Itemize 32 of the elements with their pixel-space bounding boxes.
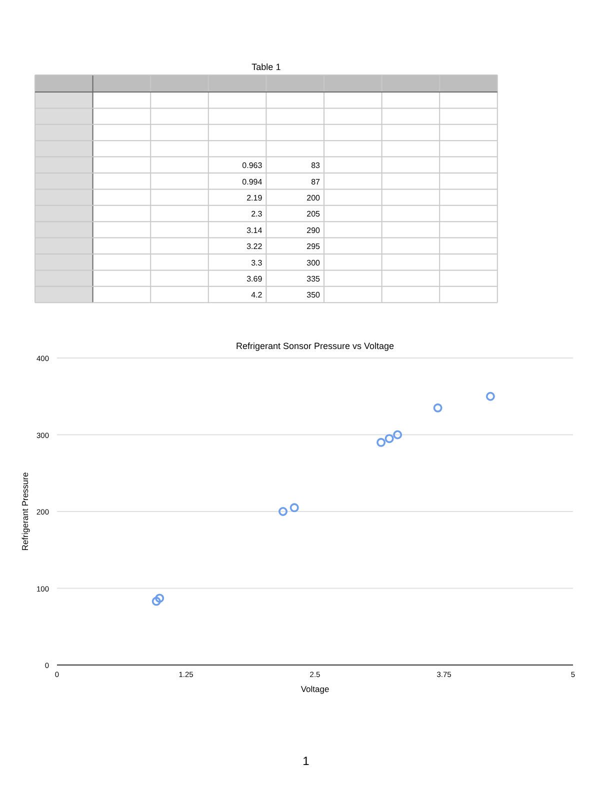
x-axis-title: Voltage — [300, 684, 330, 694]
y-axis-title: Refrigerant Pressure — [20, 472, 30, 551]
point — [278, 507, 288, 516]
text: 350 — [306, 290, 321, 300]
text: 205 — [306, 210, 321, 219]
text: 290 — [306, 226, 321, 235]
text: 3.3 — [251, 258, 263, 268]
text: 3.22 — [246, 242, 263, 252]
point — [376, 438, 386, 447]
text: 3.14 — [246, 226, 263, 235]
text: 83 — [311, 161, 321, 170]
chart-title: Refrigerant Sonsor Pressure vs Voltage — [236, 341, 394, 351]
text: 87 — [311, 177, 321, 186]
point — [290, 503, 299, 512]
text: 1 — [302, 754, 310, 768]
point — [384, 434, 394, 444]
point — [486, 392, 495, 401]
point — [152, 596, 161, 606]
point — [393, 430, 402, 440]
text: 4.2 — [251, 290, 263, 300]
text: Table 1 — [252, 62, 281, 72]
point — [155, 594, 164, 603]
text: 200 — [306, 194, 321, 203]
text: 300 — [306, 258, 321, 268]
point — [433, 403, 442, 412]
text: 2.3 — [251, 210, 263, 219]
text: 335 — [306, 274, 321, 284]
text: 0.994 — [242, 177, 263, 186]
text: 295 — [306, 242, 321, 252]
text: 2.19 — [246, 194, 263, 203]
text: 3.69 — [246, 274, 263, 284]
text: 0.963 — [242, 161, 263, 170]
